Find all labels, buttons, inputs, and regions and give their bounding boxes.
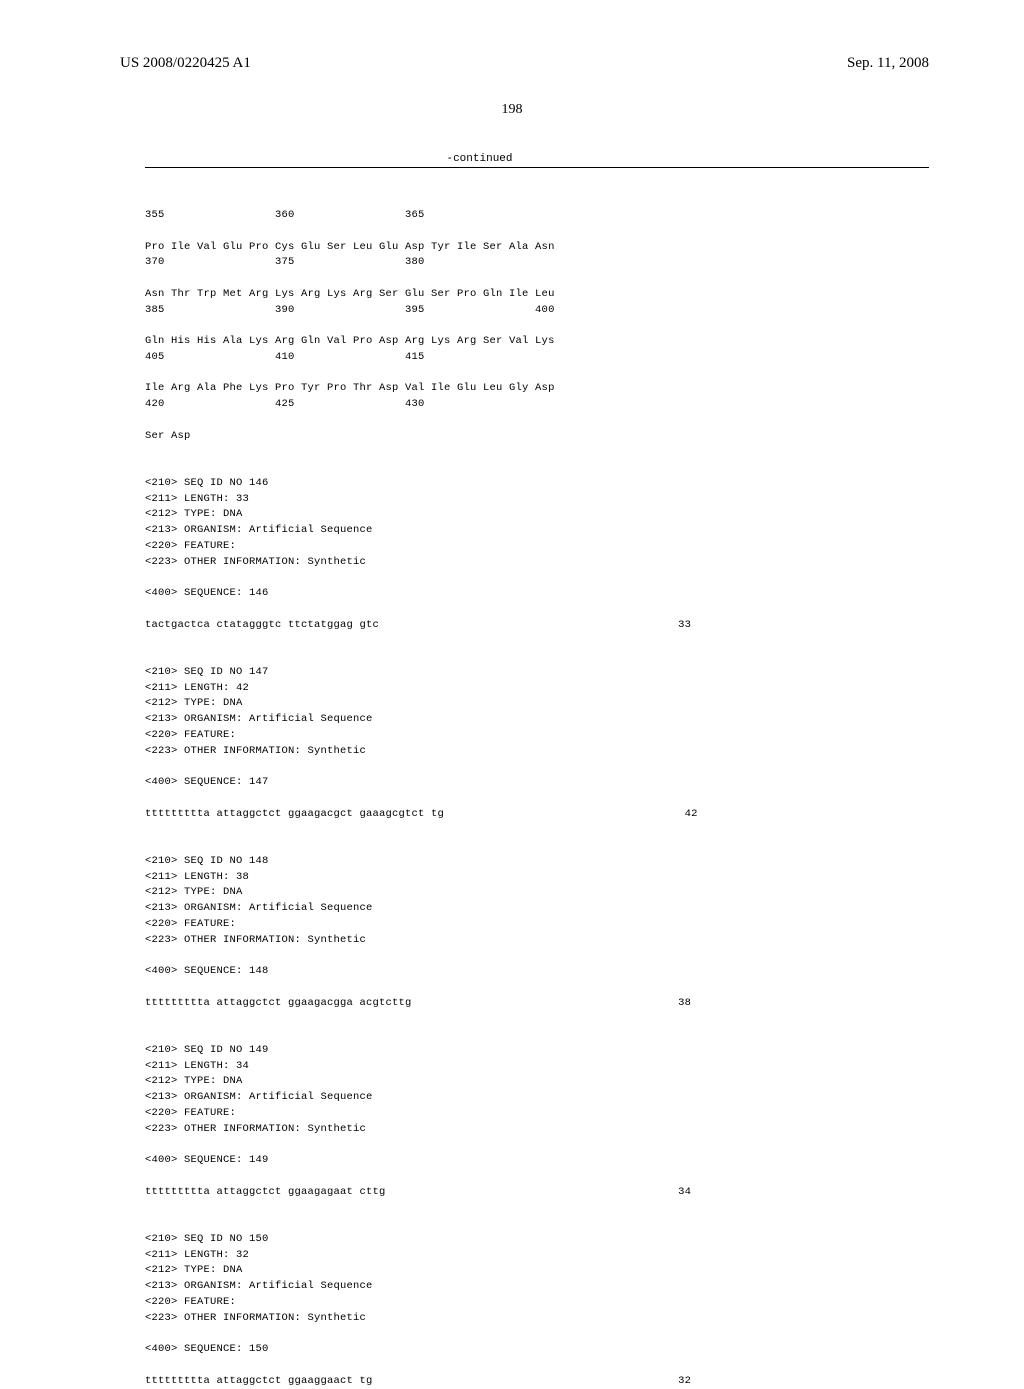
seq-header: <211> LENGTH: 32	[145, 1249, 249, 1261]
seq-header: <213> ORGANISM: Artificial Sequence	[145, 524, 373, 536]
seq-header: <211> LENGTH: 33	[145, 493, 249, 505]
seq-header: <211> LENGTH: 42	[145, 682, 249, 694]
seq-header: <212> TYPE: DNA	[145, 697, 243, 709]
seq-header: <212> TYPE: DNA	[145, 1075, 243, 1087]
position-row: 385 390 395 400	[145, 304, 555, 316]
seq-header: <210> SEQ ID NO 148	[145, 855, 269, 867]
dna-sequence: ttttttttta attaggctct ggaaggaact tg	[145, 1375, 373, 1387]
seq-header: <223> OTHER INFORMATION: Synthetic	[145, 745, 366, 757]
seq-header: <220> FEATURE:	[145, 729, 236, 741]
seq-label: <400> SEQUENCE: 150	[145, 1343, 269, 1355]
seq-length: 33	[678, 619, 691, 631]
seq-header: <212> TYPE: DNA	[145, 886, 243, 898]
publication-date: Sep. 11, 2008	[847, 55, 929, 72]
position-row: 405 410 415	[145, 351, 425, 363]
seq-header: <223> OTHER INFORMATION: Synthetic	[145, 1312, 366, 1324]
seq-header: <220> FEATURE:	[145, 540, 236, 552]
seq-header: <220> FEATURE:	[145, 918, 236, 930]
protein-sequence-row: Ile Arg Ala Phe Lys Pro Tyr Pro Thr Asp …	[145, 382, 555, 394]
seq-header: <211> LENGTH: 34	[145, 1060, 249, 1072]
seq-header: <210> SEQ ID NO 146	[145, 477, 269, 489]
seq-header: <223> OTHER INFORMATION: Synthetic	[145, 934, 366, 946]
position-row: 370 375 380	[145, 256, 425, 268]
protein-sequence-row: Asn Thr Trp Met Arg Lys Arg Lys Arg Ser …	[145, 288, 555, 300]
seq-length: 38	[678, 997, 691, 1009]
seq-header: <212> TYPE: DNA	[145, 508, 243, 520]
seq-label: <400> SEQUENCE: 146	[145, 587, 269, 599]
seq-header: <210> SEQ ID NO 147	[145, 666, 269, 678]
page-header: US 2008/0220425 A1 Sep. 11, 2008	[0, 0, 1024, 72]
seq-length: 42	[685, 808, 698, 820]
seq-label: <400> SEQUENCE: 147	[145, 776, 269, 788]
seq-header: <223> OTHER INFORMATION: Synthetic	[145, 556, 366, 568]
publication-number: US 2008/0220425 A1	[120, 55, 251, 72]
dna-sequence: ttttttttta attaggctct ggaagacgct gaaagcg…	[145, 808, 444, 820]
seq-label: <400> SEQUENCE: 148	[145, 965, 269, 977]
seq-header: <220> FEATURE:	[145, 1107, 236, 1119]
seq-header: <213> ORGANISM: Artificial Sequence	[145, 713, 373, 725]
seq-header: <213> ORGANISM: Artificial Sequence	[145, 1280, 373, 1292]
seq-header: <211> LENGTH: 38	[145, 871, 249, 883]
seq-header: <210> SEQ ID NO 149	[145, 1044, 269, 1056]
protein-sequence-row: Gln His His Ala Lys Arg Gln Val Pro Asp …	[145, 335, 555, 347]
continued-label: -continued	[0, 153, 1024, 165]
dna-sequence: ttttttttta attaggctct ggaagacgga acgtctt…	[145, 997, 412, 1009]
seq-header: <213> ORGANISM: Artificial Sequence	[145, 902, 373, 914]
seq-label: <400> SEQUENCE: 149	[145, 1154, 269, 1166]
position-row: 420 425 430	[145, 398, 425, 410]
protein-sequence-row: Pro Ile Val Glu Pro Cys Glu Ser Leu Glu …	[145, 241, 555, 253]
seq-header: <213> ORGANISM: Artificial Sequence	[145, 1091, 373, 1103]
sequence-listing: 355 360 365 Pro Ile Val Glu Pro Cys Glu …	[0, 168, 1024, 1389]
seq-header: <212> TYPE: DNA	[145, 1264, 243, 1276]
seq-length: 32	[678, 1375, 691, 1387]
dna-sequence: ttttttttta attaggctct ggaagagaat cttg	[145, 1186, 386, 1198]
seq-header: <210> SEQ ID NO 150	[145, 1233, 269, 1245]
dna-sequence: tactgactca ctatagggtc ttctatggag gtc	[145, 619, 379, 631]
protein-sequence-row: Ser Asp	[145, 430, 191, 442]
position-row: 355 360 365	[145, 209, 425, 221]
seq-header: <220> FEATURE:	[145, 1296, 236, 1308]
page-number: 198	[0, 102, 1024, 118]
seq-header: <223> OTHER INFORMATION: Synthetic	[145, 1123, 366, 1135]
seq-length: 34	[678, 1186, 691, 1198]
